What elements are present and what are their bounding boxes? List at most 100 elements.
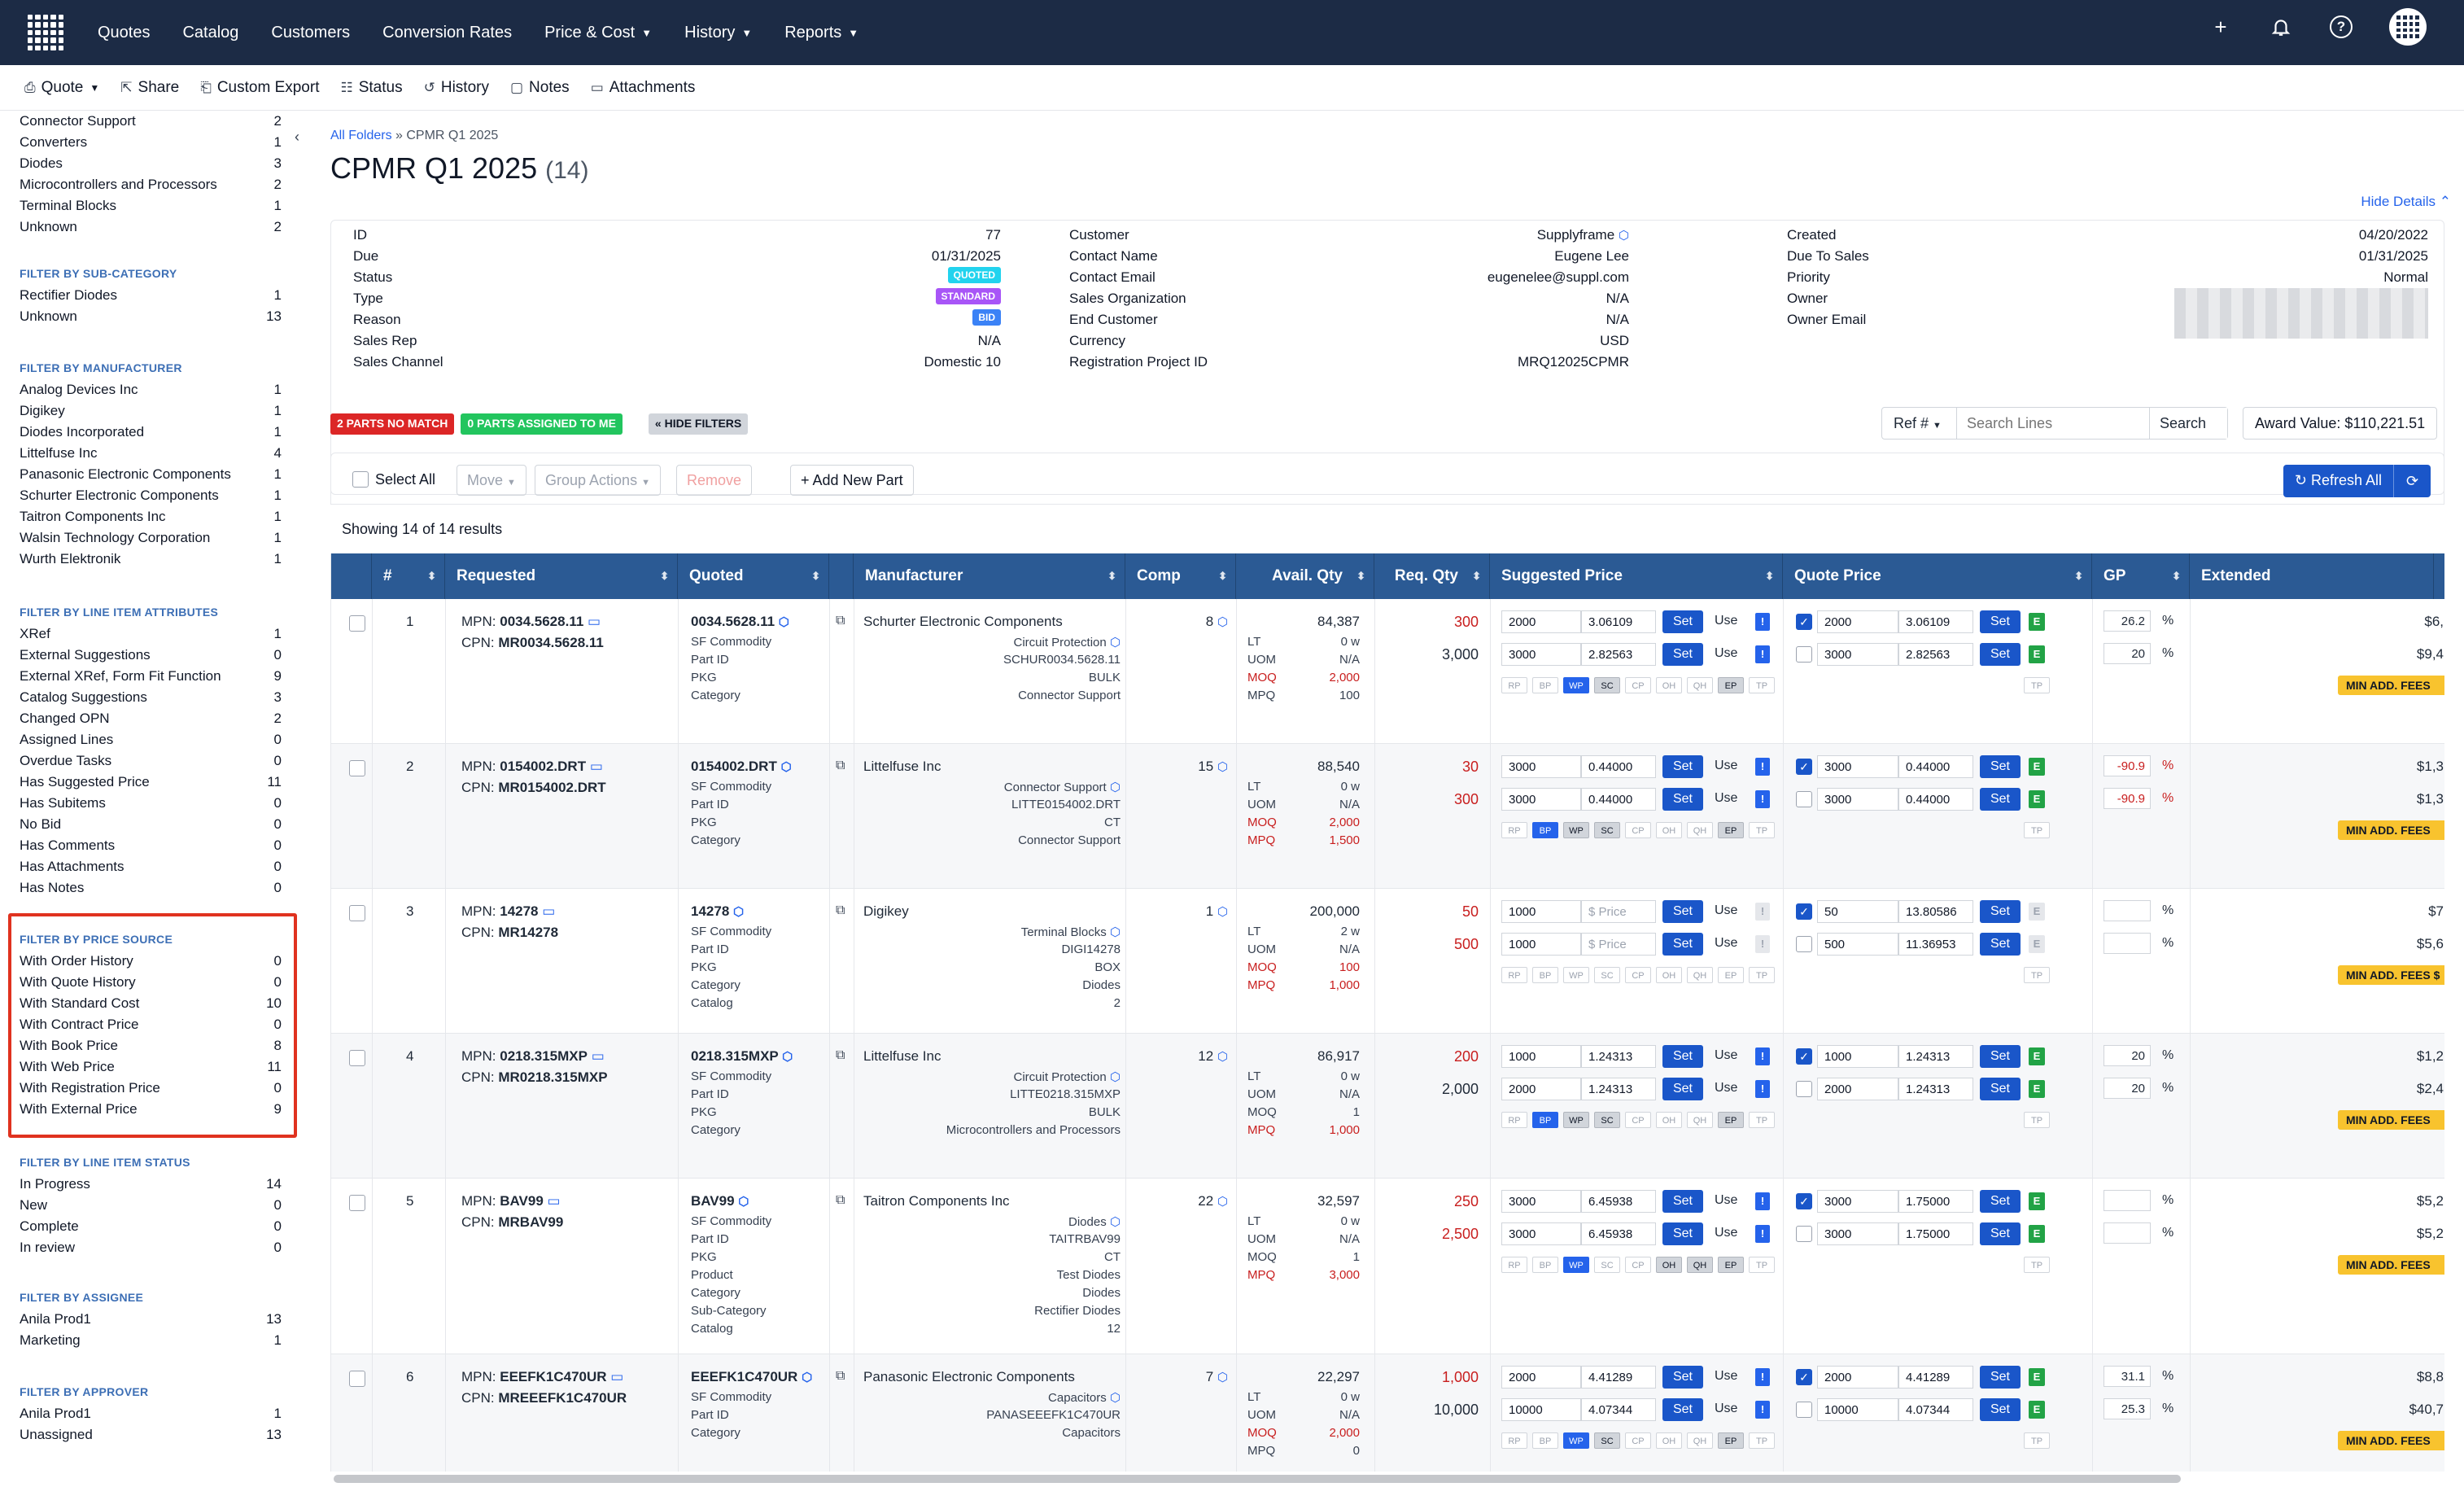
price-source-chip[interactable]: TP: [1749, 822, 1775, 838]
exclamation-icon[interactable]: !: [1755, 790, 1770, 808]
nav-item[interactable]: Conversion Rates: [382, 23, 513, 42]
quote-qty-input[interactable]: 2000: [1817, 1078, 1898, 1100]
price-source-chip[interactable]: TP: [2024, 677, 2050, 693]
set-button[interactable]: Set: [1980, 1045, 2021, 1068]
exclamation-icon[interactable]: !: [1755, 758, 1770, 776]
price-source-chip[interactable]: EP: [1718, 677, 1744, 693]
price-source-chip[interactable]: QH: [1687, 1112, 1713, 1128]
bell-icon[interactable]: [2269, 15, 2293, 39]
set-button[interactable]: Set: [1662, 1222, 1703, 1245]
filter-item[interactable]: Has Subitems 0: [20, 795, 282, 811]
price-source-chip[interactable]: OH: [1656, 967, 1682, 983]
filter-item[interactable]: In Progress 14: [20, 1176, 282, 1192]
price-source-chip[interactable]: OH: [1656, 1257, 1682, 1273]
set-button[interactable]: Set: [1662, 1045, 1703, 1068]
column-header[interactable]: # ⬍: [372, 553, 445, 599]
price-source-chip[interactable]: CP: [1625, 967, 1651, 983]
price-source-chip[interactable]: TP: [2024, 1257, 2050, 1273]
set-button[interactable]: Set: [1980, 1078, 2021, 1100]
history-button[interactable]: ↺ History: [423, 78, 489, 96]
column-header[interactable]: Quoted ⬍: [678, 553, 829, 599]
folder-icon[interactable]: ▭: [542, 903, 556, 919]
table-row[interactable]: 3 MPN: 14278 ▭ CPN: MR14278 14278 ⬡ SF Commo…: [331, 889, 2444, 1034]
nav-item[interactable]: Customers: [271, 23, 351, 42]
filter-item[interactable]: Has Suggested Price 11: [20, 774, 282, 789]
price-source-chip[interactable]: RP: [1501, 1432, 1527, 1449]
price-source-chip[interactable]: TP: [2024, 822, 2050, 838]
set-button[interactable]: Set: [1980, 900, 2021, 923]
column-header[interactable]: Manufacturer ⬍: [854, 553, 1125, 599]
table-row[interactable]: 1 MPN: 0034.5628.11 ▭ CPN: MR0034.5628.11 0…: [331, 599, 2444, 744]
filter-item[interactable]: Marketing 1: [20, 1332, 282, 1348]
price-source-chip[interactable]: SC: [1594, 1257, 1620, 1273]
suggested-qty-input[interactable]: 3000: [1501, 1190, 1581, 1213]
table-row[interactable]: 2 MPN: 0154002.DRT ▭ CPN: MR0154002.DRT 015…: [331, 744, 2444, 889]
suggested-price-input[interactable]: 6.45938: [1581, 1190, 1656, 1213]
filter-item[interactable]: Unassigned 13: [20, 1427, 282, 1442]
row-checkbox[interactable]: [349, 760, 365, 776]
column-header[interactable]: GP ⬍: [2092, 553, 2190, 599]
refresh-all-button[interactable]: ↻ Refresh All ⟳: [2283, 465, 2431, 497]
gp-input[interactable]: [2104, 1222, 2151, 1244]
filter-item[interactable]: With Contract Price 0: [20, 1017, 282, 1032]
hide-details-link[interactable]: Hide Details ⌃: [2361, 194, 2451, 209]
quote-price-input[interactable]: 0.44000: [1898, 788, 1973, 811]
exclamation-icon[interactable]: !: [1755, 1080, 1770, 1098]
column-header[interactable]: Suggested Price ⬍: [1490, 553, 1783, 599]
folder-icon[interactable]: ▭: [547, 1193, 561, 1209]
quote-qty-input[interactable]: 2000: [1817, 610, 1898, 633]
filter-item[interactable]: Taitron Components Inc 1: [20, 509, 282, 524]
suggested-qty-input[interactable]: 3000: [1501, 755, 1581, 778]
filter-item[interactable]: Walsin Technology Corporation 1: [20, 530, 282, 545]
price-source-chip[interactable]: BP: [1532, 677, 1558, 693]
exclamation-icon[interactable]: !: [1755, 1401, 1770, 1419]
price-source-chip[interactable]: CP: [1625, 822, 1651, 838]
gp-input[interactable]: 25.3: [2104, 1398, 2151, 1419]
filter-item[interactable]: No Bid 0: [20, 816, 282, 832]
set-button[interactable]: Set: [1662, 643, 1703, 666]
suggested-price-input[interactable]: 1.24313: [1581, 1045, 1656, 1068]
exclamation-icon[interactable]: !: [1755, 1368, 1770, 1386]
quote-price-checkbox[interactable]: ✓: [1796, 1048, 1812, 1065]
filter-item[interactable]: Catalog Suggestions 3: [20, 689, 282, 705]
e-button[interactable]: E: [2029, 903, 2045, 921]
gp-input[interactable]: 26.2: [2104, 610, 2151, 632]
price-source-chip[interactable]: WP: [1563, 1112, 1589, 1128]
quote-menu-button[interactable]: ⎙ Quote ▼: [24, 78, 100, 96]
price-source-chip[interactable]: RP: [1501, 822, 1527, 838]
price-source-chip[interactable]: QH: [1687, 1432, 1713, 1449]
price-source-chip[interactable]: EP: [1718, 1432, 1744, 1449]
help-icon[interactable]: ?: [2329, 15, 2353, 39]
price-source-chip[interactable]: TP: [1749, 677, 1775, 693]
use-button[interactable]: Use: [1715, 1081, 1738, 1095]
column-header[interactable]: Req. Qty ⬍: [1374, 553, 1490, 599]
price-source-chip[interactable]: SC: [1594, 677, 1620, 693]
price-source-chip[interactable]: CP: [1625, 1432, 1651, 1449]
search-input[interactable]: [1957, 408, 2149, 439]
price-source-chip[interactable]: WP: [1563, 1257, 1589, 1273]
suggested-price-input[interactable]: $ Price: [1581, 900, 1656, 923]
exclamation-icon[interactable]: !: [1755, 935, 1770, 953]
folder-icon[interactable]: ▭: [588, 614, 601, 629]
comp-count[interactable]: 15: [1198, 759, 1214, 774]
column-header[interactable]: Quote Price ⬍: [1783, 553, 2092, 599]
set-button[interactable]: Set: [1662, 788, 1703, 811]
set-button[interactable]: Set: [1662, 900, 1703, 923]
filter-item[interactable]: Schurter Electronic Components 1: [20, 488, 282, 503]
suggested-qty-input[interactable]: 1000: [1501, 900, 1581, 923]
exclamation-icon[interactable]: !: [1755, 903, 1770, 921]
gp-input[interactable]: 20: [2104, 1078, 2151, 1099]
use-button[interactable]: Use: [1715, 1369, 1738, 1383]
filter-item[interactable]: Has Notes 0: [20, 880, 282, 895]
price-source-chip[interactable]: WP: [1563, 822, 1589, 838]
price-source-chip[interactable]: SC: [1594, 822, 1620, 838]
suggested-price-input[interactable]: 1.24313: [1581, 1078, 1656, 1100]
filter-item[interactable]: Rectifier Diodes 1: [20, 287, 282, 303]
filter-item[interactable]: XRef 1: [20, 626, 282, 641]
quote-price-checkbox[interactable]: [1796, 936, 1812, 952]
gp-input[interactable]: [2104, 933, 2151, 954]
filter-item[interactable]: Digikey 1: [20, 403, 282, 418]
quoted-mpn[interactable]: 0034.5628.11: [691, 614, 775, 629]
set-button[interactable]: Set: [1662, 933, 1703, 956]
quote-qty-input[interactable]: 2000: [1817, 1366, 1898, 1389]
